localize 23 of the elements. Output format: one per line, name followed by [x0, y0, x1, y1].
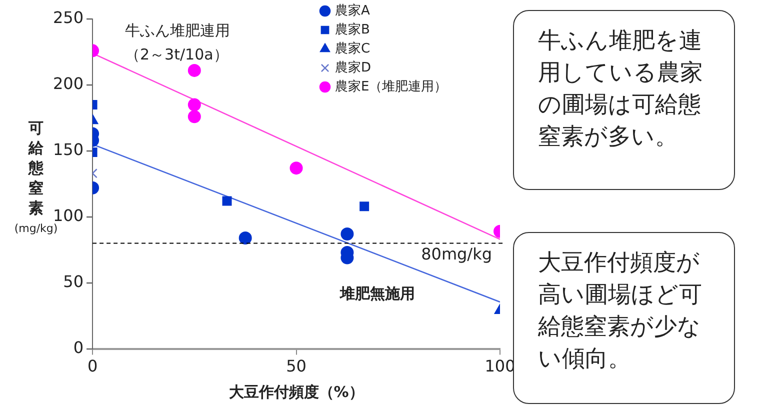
x-tick-label: 0 — [87, 356, 98, 376]
point — [238, 231, 252, 244]
ref-line-label: 80mg/kg — [421, 244, 492, 264]
y-tick-label: 200 — [52, 74, 84, 94]
annotation: 堆肥無施用 — [339, 284, 415, 302]
legend-label: 農家C — [335, 40, 370, 56]
x-tick-label: 50 — [286, 356, 306, 376]
text: 大豆作付頻度が高い圃場ほど可給態窒素が少ない傾向。 — [538, 250, 702, 372]
legend-label: 農家E（堆肥連用） — [335, 78, 448, 94]
text: 牛ふん堆肥を連用している農家の圃場は可給態窒素が多い。 — [513, 10, 735, 190]
point — [340, 228, 354, 241]
point — [290, 162, 303, 175]
annotation: （2～3t/10a） — [125, 45, 228, 64]
y-tick-label: 150 — [52, 140, 84, 160]
legend-label: 農家B — [335, 21, 370, 38]
y-tick-label: 50 — [63, 272, 84, 291]
y-tick-label: 250 — [52, 8, 84, 28]
y-tick-label: 0 — [73, 338, 84, 357]
legend-label: 農家A — [335, 2, 370, 18]
x-axis-title: 大豆作付頻度（%） — [228, 382, 364, 401]
legend-label: 農家D — [335, 59, 372, 76]
annotation: 牛ふん堆肥連用 — [125, 21, 230, 40]
y-tick-label: 100 — [52, 206, 84, 226]
